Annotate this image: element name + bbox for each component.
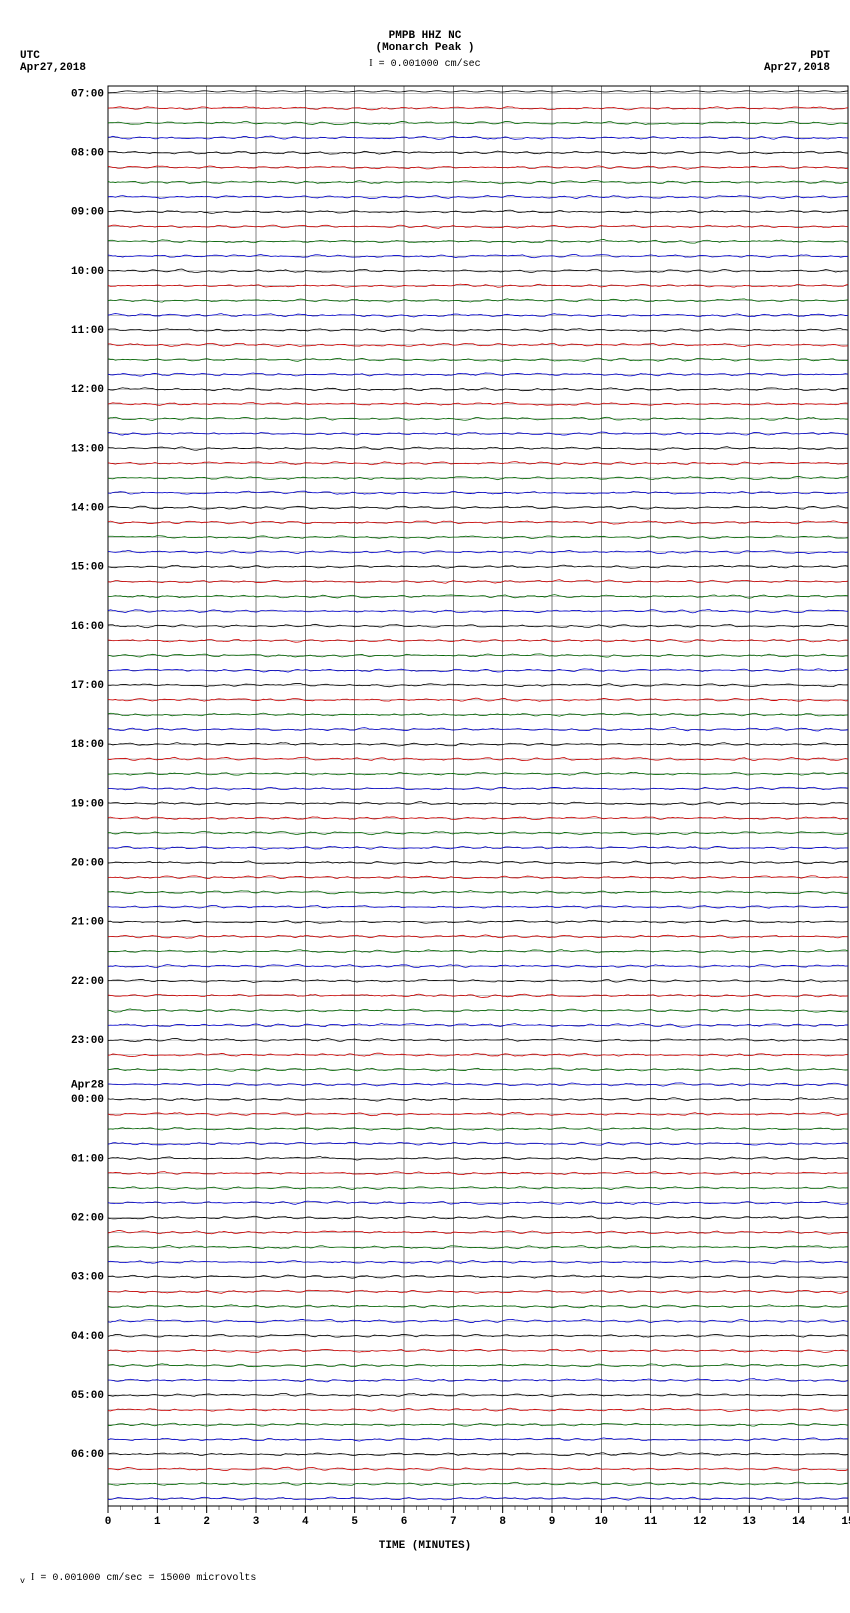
svg-text:13:00: 13:00 xyxy=(71,443,104,455)
header-center: PMPB HHZ NC (Monarch Peak ) I = 0.001000… xyxy=(369,30,480,70)
date-left-label: Apr27,2018 xyxy=(20,62,86,74)
seismogram-chart: 07:00 08:00 09:00 10:00 11:00 12:00 13:00 14:00… xyxy=(60,80,790,1536)
svg-text:4: 4 xyxy=(302,1516,309,1528)
svg-text:15:00: 15:00 xyxy=(71,562,104,574)
svg-text:5: 5 xyxy=(351,1516,358,1528)
svg-text:20:00: 20:00 xyxy=(71,858,104,870)
svg-text:11:00: 11:00 xyxy=(71,325,104,337)
svg-text:8: 8 xyxy=(499,1516,506,1528)
svg-text:16:00: 16:00 xyxy=(71,621,104,633)
svg-text:22:00: 22:00 xyxy=(71,976,104,988)
svg-text:03:00: 03:00 xyxy=(71,1272,104,1284)
svg-text:06:00: 06:00 xyxy=(71,1449,104,1461)
tz-right-label: PDT xyxy=(764,50,830,62)
seismogram-svg: 07:00 08:00 09:00 10:00 11:00 12:00 13:00 14:00… xyxy=(60,80,850,1536)
svg-text:15: 15 xyxy=(841,1516,850,1528)
svg-text:14: 14 xyxy=(792,1516,806,1528)
svg-text:9: 9 xyxy=(549,1516,556,1528)
location-label: (Monarch Peak ) xyxy=(369,42,480,54)
svg-text:01:00: 01:00 xyxy=(71,1153,104,1165)
svg-text:08:00: 08:00 xyxy=(71,148,104,160)
date-right-label: Apr27,2018 xyxy=(764,62,830,74)
svg-text:17:00: 17:00 xyxy=(71,680,104,692)
station-label: PMPB HHZ NC xyxy=(369,30,480,42)
x-axis-label: TIME (MINUTES) xyxy=(10,1540,840,1552)
svg-text:12:00: 12:00 xyxy=(71,384,104,396)
header-right: PDT Apr27,2018 xyxy=(764,50,830,74)
svg-text:02:00: 02:00 xyxy=(71,1213,104,1225)
svg-text:12: 12 xyxy=(693,1516,706,1528)
svg-text:Apr28: Apr28 xyxy=(71,1079,104,1091)
svg-text:2: 2 xyxy=(203,1516,210,1528)
footer-scale: v I = 0.001000 cm/sec = 15000 microvolts xyxy=(20,1572,840,1586)
svg-text:1: 1 xyxy=(154,1516,161,1528)
svg-text:11: 11 xyxy=(644,1516,658,1528)
svg-text:21:00: 21:00 xyxy=(71,917,104,929)
tz-left-label: UTC xyxy=(20,50,86,62)
svg-text:00:00: 00:00 xyxy=(71,1094,104,1106)
svg-text:10:00: 10:00 xyxy=(71,266,104,278)
svg-text:14:00: 14:00 xyxy=(71,503,104,515)
svg-text:23:00: 23:00 xyxy=(71,1035,104,1047)
svg-text:05:00: 05:00 xyxy=(71,1390,104,1402)
svg-text:18:00: 18:00 xyxy=(71,739,104,751)
svg-text:07:00: 07:00 xyxy=(71,88,104,100)
svg-text:13: 13 xyxy=(743,1516,757,1528)
scale-note: I = 0.001000 cm/sec xyxy=(369,58,480,70)
header-left: UTC Apr27,2018 xyxy=(20,50,86,74)
svg-text:10: 10 xyxy=(595,1516,608,1528)
chart-header: UTC Apr27,2018 PMPB HHZ NC (Monarch Peak… xyxy=(10,10,840,80)
svg-text:04:00: 04:00 xyxy=(71,1331,104,1343)
svg-text:7: 7 xyxy=(450,1516,457,1528)
svg-text:3: 3 xyxy=(253,1516,260,1528)
svg-text:6: 6 xyxy=(401,1516,408,1528)
svg-text:0: 0 xyxy=(105,1516,112,1528)
svg-text:09:00: 09:00 xyxy=(71,207,104,219)
svg-text:19:00: 19:00 xyxy=(71,798,104,810)
